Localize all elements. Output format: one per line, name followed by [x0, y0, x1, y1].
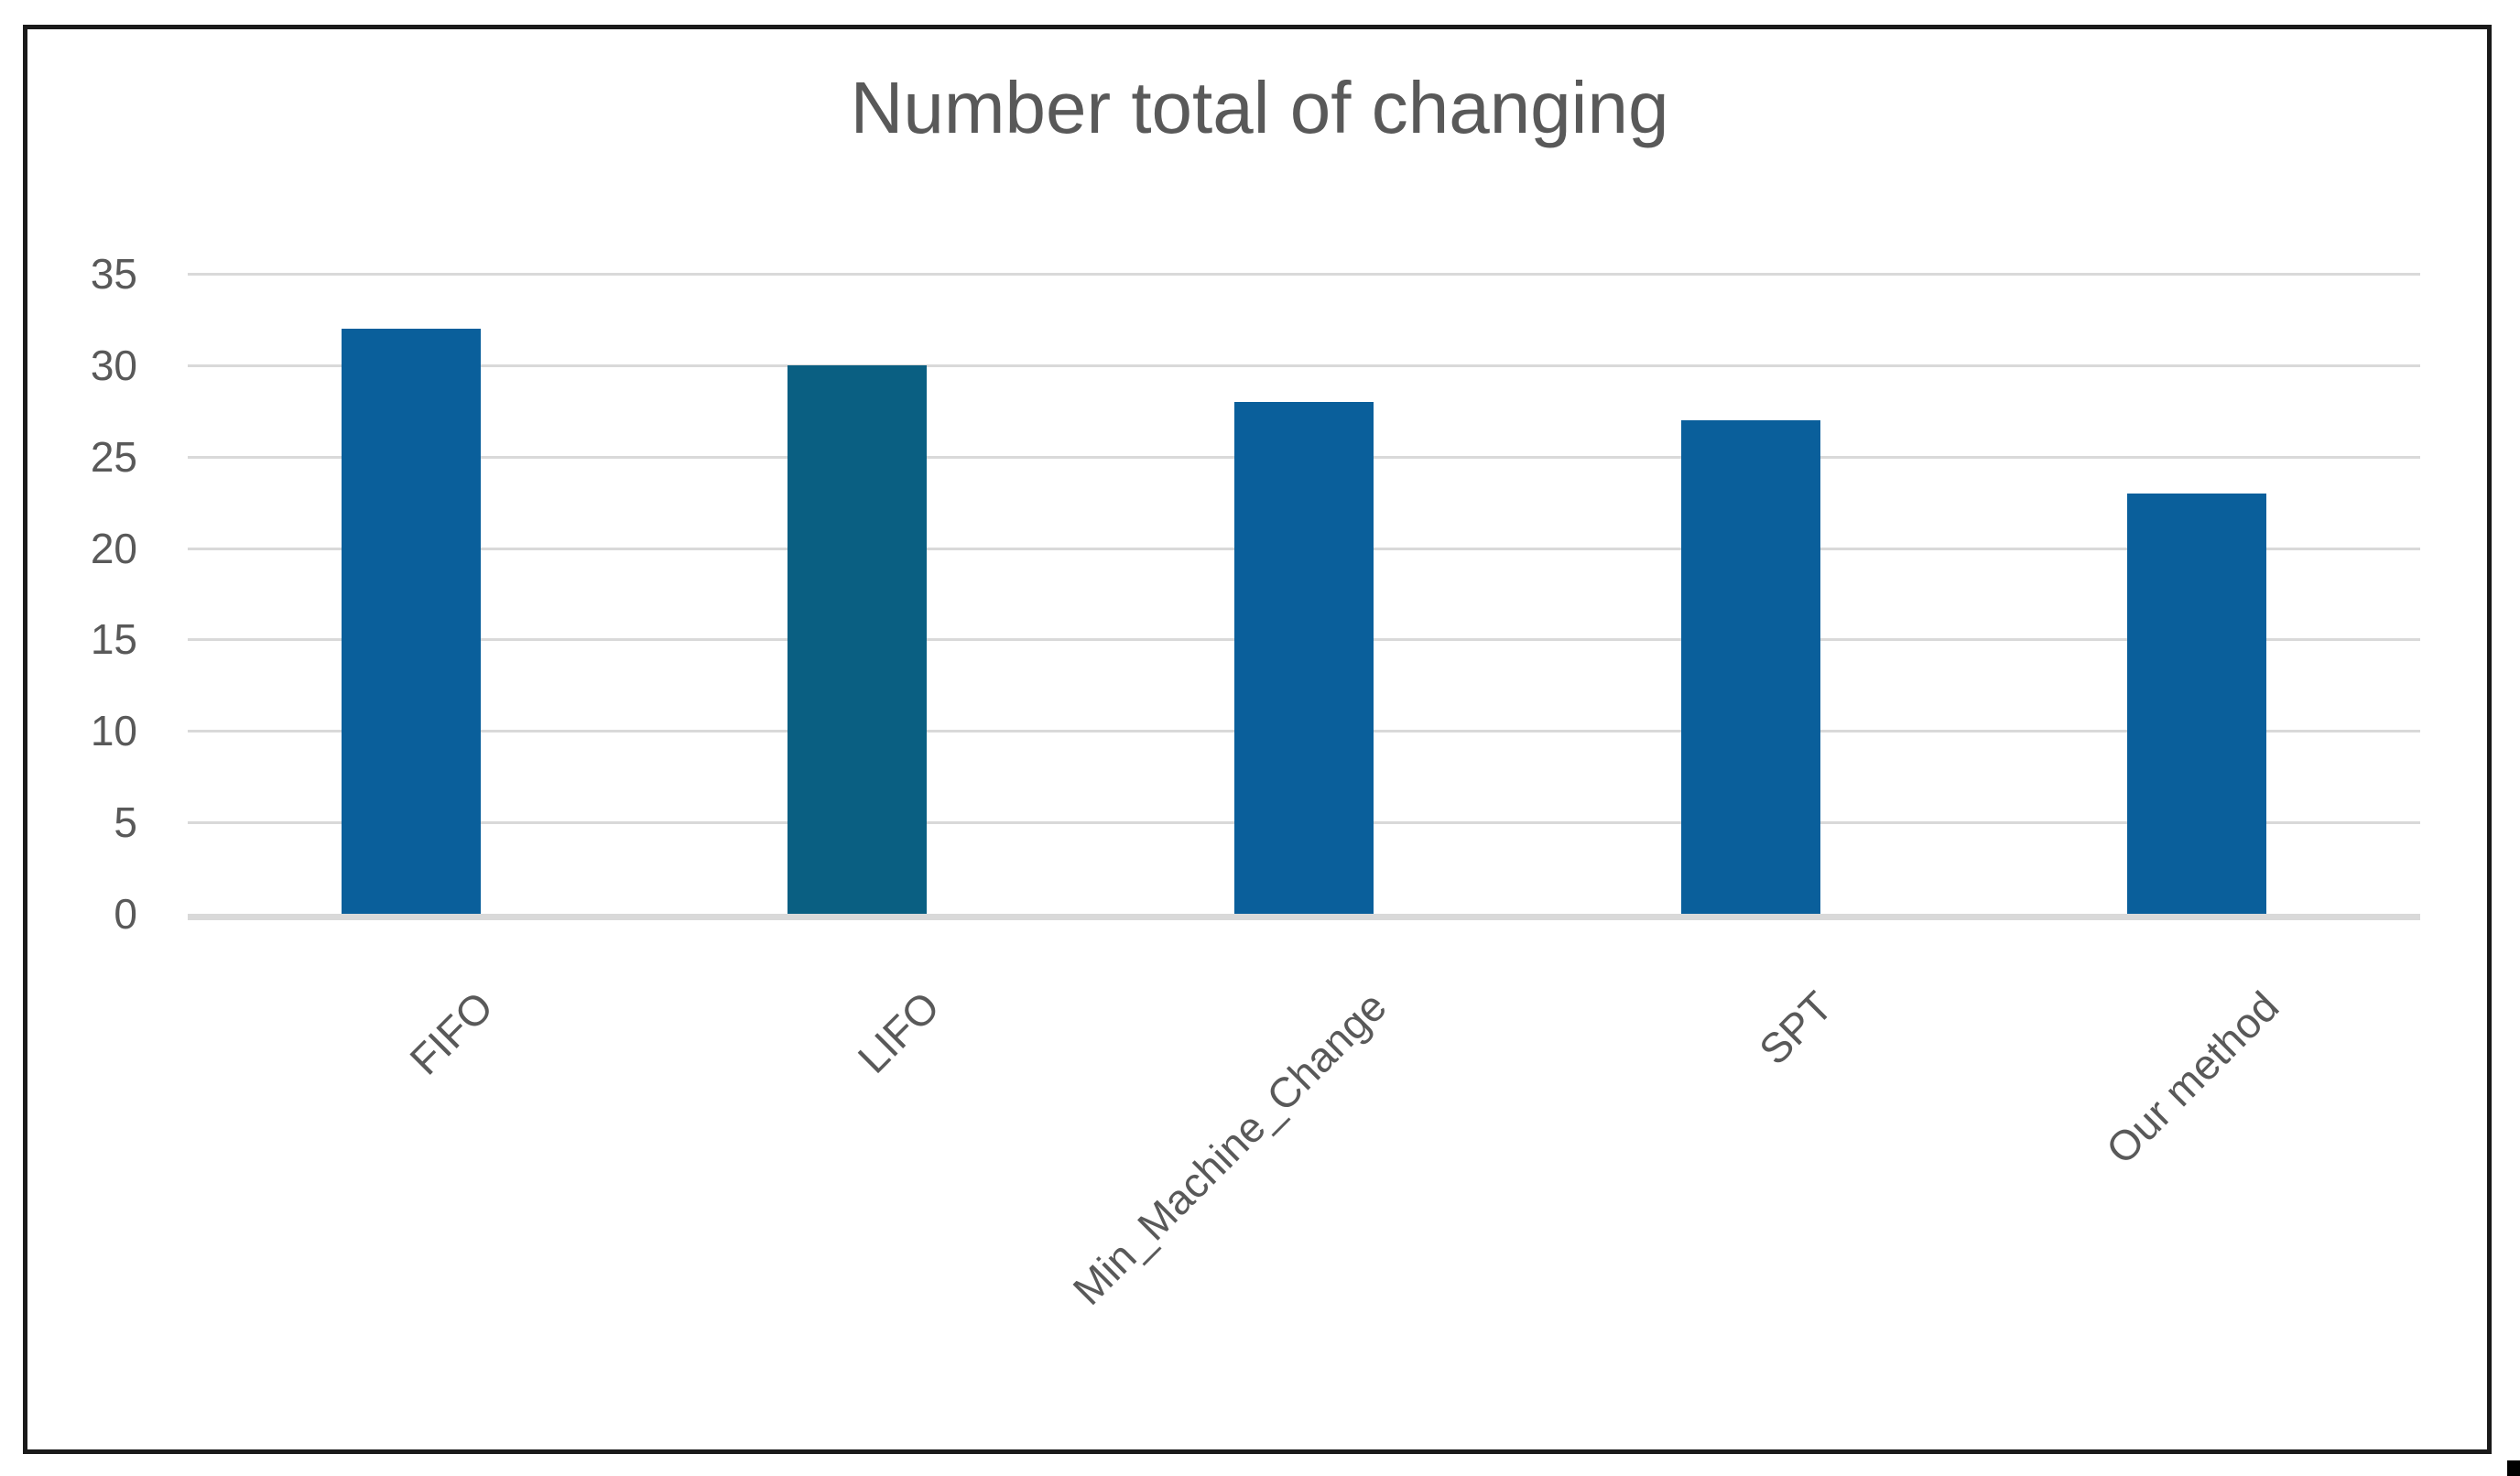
chart-title: Number total of changing — [850, 67, 1669, 148]
y-tick-label-35: 35 — [90, 250, 137, 298]
y-tick-label-0: 0 — [114, 890, 137, 938]
gridline-y-35 — [188, 273, 2420, 276]
bar-our-method — [2127, 493, 2267, 914]
y-tick-label-25: 25 — [90, 432, 137, 481]
bar-min-machine-change — [1234, 401, 1374, 914]
y-tick-label-30: 30 — [90, 341, 137, 389]
gridline-y-30 — [188, 364, 2420, 367]
y-tick-label-15: 15 — [90, 615, 137, 664]
bar-lifo — [788, 364, 928, 914]
x-axis-line — [188, 914, 2420, 920]
bar-fifo — [341, 328, 481, 914]
y-tick-label-10: 10 — [90, 707, 137, 755]
corner-artifact-mark — [2507, 1460, 2520, 1476]
y-tick-label-5: 5 — [114, 798, 137, 847]
y-tick-label-20: 20 — [90, 524, 137, 572]
bar-spt — [1680, 419, 1820, 914]
